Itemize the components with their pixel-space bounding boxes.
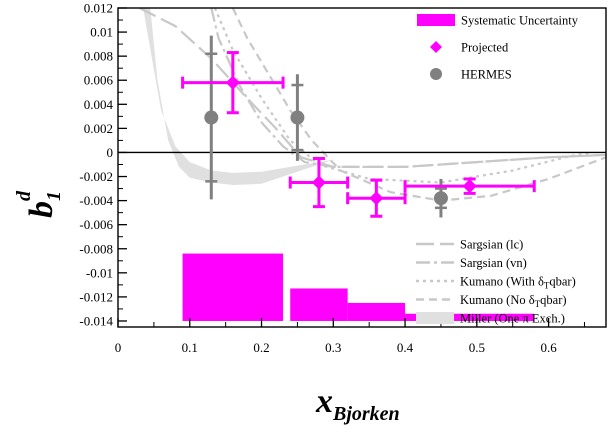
x-axis-title-subscript: Bjorken <box>332 403 400 425</box>
x-tick-label: 0.2 <box>253 340 269 355</box>
y-tick-label: -0.014 <box>79 313 113 328</box>
x-axis-title-main: x <box>315 383 333 420</box>
legend-bottom-label: Kumano (With δTqbar) <box>460 275 576 291</box>
hermes-point-2 <box>290 74 305 161</box>
legend-bottom-label: Miller (One π Exch.) <box>460 312 565 326</box>
systematic-bar-3 <box>347 302 406 321</box>
data-points-layer <box>181 35 536 218</box>
legend-swatch-circle <box>430 68 442 80</box>
projected-marker <box>311 175 326 190</box>
systematic-bar-2 <box>290 288 348 321</box>
legend-bottom-item-3: Kumano (With δTqbar) <box>416 275 576 291</box>
legend-top-label: Systematic Uncertainty <box>461 14 579 28</box>
systematic-bar-1 <box>182 253 284 321</box>
plot-frame <box>117 7 607 328</box>
y-tick-label: 0.006 <box>84 73 114 88</box>
y-tick-label: 0.008 <box>84 49 113 64</box>
legend-top-item-2: Projected <box>430 41 509 55</box>
x-tick-label: 0 <box>115 340 122 355</box>
y-tick-label: -0.006 <box>79 217 113 232</box>
projected-point-1 <box>181 51 285 115</box>
x-tick-label: 0.6 <box>540 340 557 355</box>
y-tick-label: -0.012 <box>79 289 113 304</box>
svg-text:b1d: b1d <box>13 190 65 218</box>
x-axis-title: xBjorken <box>315 383 400 425</box>
legend-swatch-systematic <box>417 14 455 26</box>
y-tick-label: 0.01 <box>90 25 113 40</box>
y-tick-label: 0.012 <box>84 1 113 16</box>
legend-bottom-label: Kumano (No δTqbar) <box>460 293 567 309</box>
hermes-marker <box>290 110 305 125</box>
y-axis-title-superscript: d <box>13 190 35 201</box>
legend-bottom-item-4: Kumano (No δTqbar) <box>416 293 567 309</box>
projected-point-4 <box>403 177 536 195</box>
y-tick-label: -0.008 <box>79 241 113 256</box>
axes: 0.012 0.01 0.008 0.006 0.004 0.002 0 -0.002 -0.0… <box>79 1 607 355</box>
y-tick-label: 0.002 <box>84 121 113 136</box>
model-curve-short-dash <box>231 7 607 202</box>
projected-marker <box>369 191 384 206</box>
x-tick-label: 0.5 <box>469 340 485 355</box>
systematic-uncertainty-layer <box>182 253 535 321</box>
hermes-point-1 <box>204 35 219 200</box>
model-curves-layer <box>139 7 607 202</box>
projected-marker <box>225 75 240 90</box>
y-tick-label: 0.004 <box>84 97 114 112</box>
y-tick-label: -0.002 <box>79 169 113 184</box>
legend-bottom-item-1: Sargsian (lc) <box>416 238 523 252</box>
axis-titles: xBjorken b1d <box>13 190 400 425</box>
legend-bottom-label: Sargsian (lc) <box>460 238 523 252</box>
model-curve-dash-dot <box>210 7 607 168</box>
systematic-bar-4 <box>405 313 535 321</box>
x-tick-label: 0.3 <box>325 340 341 355</box>
y-tick-label: -0.004 <box>79 193 113 208</box>
x-tick-label: 0.4 <box>397 340 414 355</box>
y-axis-title-subscript: 1 <box>43 191 65 201</box>
legend-top-label: HERMES <box>461 68 512 82</box>
y-tick-label: -0.01 <box>86 265 113 280</box>
y-axis-title: b1d <box>13 190 65 218</box>
legend-top-item-3: HERMES <box>430 68 512 82</box>
legend-top-label: Projected <box>461 41 509 55</box>
legend-bottom-label: Sargsian (vn) <box>460 256 527 270</box>
projected-point-2 <box>288 156 350 209</box>
projected-point-3 <box>346 178 407 218</box>
y-tick-label: 0 <box>107 145 114 160</box>
legend-bottom-item-5: Miller (One π Exch.) <box>416 312 565 326</box>
legend-bottom-item-2: Sargsian (vn) <box>416 256 527 270</box>
projected-marker <box>462 179 477 194</box>
hermes-marker <box>204 110 219 125</box>
legend-top-item-1: Systematic Uncertainty <box>417 14 579 28</box>
y-axis-title-main: b <box>23 201 60 218</box>
legend-swatch-diamond <box>430 41 442 53</box>
legend-swatch-band <box>416 312 454 324</box>
x-tick-label: 0.1 <box>182 340 198 355</box>
legend: Systematic Uncertainty Projected HERMES Sar… <box>416 14 579 326</box>
hermes-marker <box>433 191 448 206</box>
